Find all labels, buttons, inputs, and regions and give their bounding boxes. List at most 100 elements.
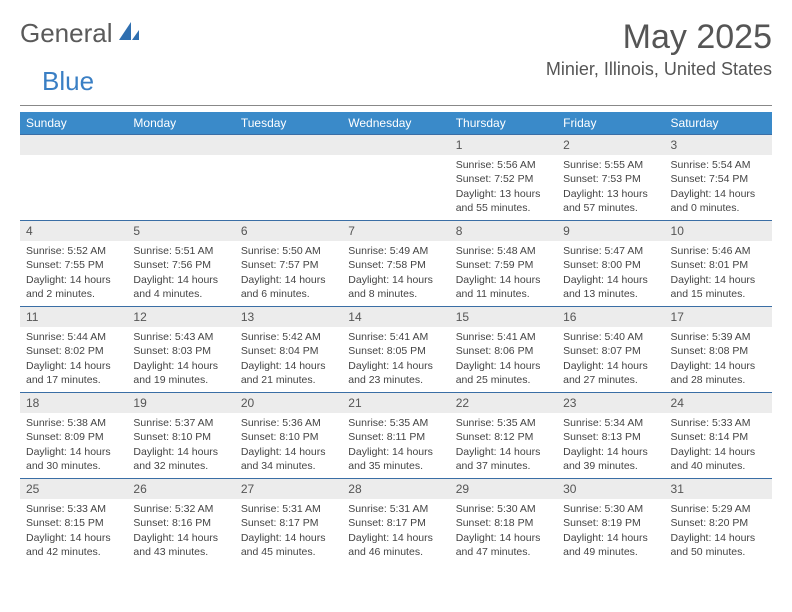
sunrise-text: Sunrise: 5:41 AM — [348, 330, 443, 344]
daylight-text: Daylight: 14 hours and 23 minutes. — [348, 359, 443, 387]
calendar-cell — [20, 135, 127, 221]
cell-body: Sunrise: 5:41 AMSunset: 8:06 PMDaylight:… — [450, 327, 557, 390]
day-number: 5 — [127, 221, 234, 241]
sail-icon — [117, 18, 141, 49]
calendar-cell: 29Sunrise: 5:30 AMSunset: 8:18 PMDayligh… — [450, 479, 557, 565]
cell-body: Sunrise: 5:38 AMSunset: 8:09 PMDaylight:… — [20, 413, 127, 476]
cell-body: Sunrise: 5:48 AMSunset: 7:59 PMDaylight:… — [450, 241, 557, 304]
sunset-text: Sunset: 7:54 PM — [671, 172, 766, 186]
calendar-cell — [235, 135, 342, 221]
weekday-header: Thursday — [450, 112, 557, 135]
sunset-text: Sunset: 7:56 PM — [133, 258, 228, 272]
day-number-empty — [235, 135, 342, 155]
day-number: 11 — [20, 307, 127, 327]
day-number: 12 — [127, 307, 234, 327]
calendar-cell: 3Sunrise: 5:54 AMSunset: 7:54 PMDaylight… — [665, 135, 772, 221]
calendar-cell: 18Sunrise: 5:38 AMSunset: 8:09 PMDayligh… — [20, 393, 127, 479]
daylight-text: Daylight: 14 hours and 0 minutes. — [671, 187, 766, 215]
cell-body: Sunrise: 5:35 AMSunset: 8:11 PMDaylight:… — [342, 413, 449, 476]
sunrise-text: Sunrise: 5:35 AM — [456, 416, 551, 430]
daylight-text: Daylight: 14 hours and 6 minutes. — [241, 273, 336, 301]
cell-body: Sunrise: 5:39 AMSunset: 8:08 PMDaylight:… — [665, 327, 772, 390]
cell-body: Sunrise: 5:49 AMSunset: 7:58 PMDaylight:… — [342, 241, 449, 304]
sunset-text: Sunset: 8:14 PM — [671, 430, 766, 444]
sunset-text: Sunset: 7:58 PM — [348, 258, 443, 272]
sunrise-text: Sunrise: 5:39 AM — [671, 330, 766, 344]
sunrise-text: Sunrise: 5:31 AM — [348, 502, 443, 516]
calendar-cell: 4Sunrise: 5:52 AMSunset: 7:55 PMDaylight… — [20, 221, 127, 307]
cell-body: Sunrise: 5:46 AMSunset: 8:01 PMDaylight:… — [665, 241, 772, 304]
weekday-header: Tuesday — [235, 112, 342, 135]
title-block: May 2025 Minier, Illinois, United States — [546, 18, 772, 80]
daylight-text: Daylight: 14 hours and 50 minutes. — [671, 531, 766, 559]
daylight-text: Daylight: 14 hours and 17 minutes. — [26, 359, 121, 387]
calendar-row: 4Sunrise: 5:52 AMSunset: 7:55 PMDaylight… — [20, 221, 772, 307]
calendar-row: 11Sunrise: 5:44 AMSunset: 8:02 PMDayligh… — [20, 307, 772, 393]
sunrise-text: Sunrise: 5:50 AM — [241, 244, 336, 258]
sunrise-text: Sunrise: 5:33 AM — [671, 416, 766, 430]
weekday-header: Wednesday — [342, 112, 449, 135]
day-number: 23 — [557, 393, 664, 413]
calendar-row: 25Sunrise: 5:33 AMSunset: 8:15 PMDayligh… — [20, 479, 772, 565]
daylight-text: Daylight: 14 hours and 34 minutes. — [241, 445, 336, 473]
sunrise-text: Sunrise: 5:42 AM — [241, 330, 336, 344]
day-number: 16 — [557, 307, 664, 327]
sunset-text: Sunset: 7:52 PM — [456, 172, 551, 186]
daylight-text: Daylight: 14 hours and 15 minutes. — [671, 273, 766, 301]
daylight-text: Daylight: 14 hours and 25 minutes. — [456, 359, 551, 387]
daylight-text: Daylight: 14 hours and 43 minutes. — [133, 531, 228, 559]
calendar-cell: 30Sunrise: 5:30 AMSunset: 8:19 PMDayligh… — [557, 479, 664, 565]
daylight-text: Daylight: 14 hours and 21 minutes. — [241, 359, 336, 387]
sunset-text: Sunset: 7:57 PM — [241, 258, 336, 272]
cell-body: Sunrise: 5:35 AMSunset: 8:12 PMDaylight:… — [450, 413, 557, 476]
sunrise-text: Sunrise: 5:47 AM — [563, 244, 658, 258]
calendar-cell: 15Sunrise: 5:41 AMSunset: 8:06 PMDayligh… — [450, 307, 557, 393]
cell-body: Sunrise: 5:43 AMSunset: 8:03 PMDaylight:… — [127, 327, 234, 390]
sunrise-text: Sunrise: 5:29 AM — [671, 502, 766, 516]
sunset-text: Sunset: 7:59 PM — [456, 258, 551, 272]
day-number: 4 — [20, 221, 127, 241]
calendar-row: 18Sunrise: 5:38 AMSunset: 8:09 PMDayligh… — [20, 393, 772, 479]
sunset-text: Sunset: 8:15 PM — [26, 516, 121, 530]
cell-body: Sunrise: 5:54 AMSunset: 7:54 PMDaylight:… — [665, 155, 772, 218]
day-number: 6 — [235, 221, 342, 241]
calendar-cell — [342, 135, 449, 221]
day-number: 20 — [235, 393, 342, 413]
sunset-text: Sunset: 8:13 PM — [563, 430, 658, 444]
sunset-text: Sunset: 8:00 PM — [563, 258, 658, 272]
cell-body: Sunrise: 5:37 AMSunset: 8:10 PMDaylight:… — [127, 413, 234, 476]
daylight-text: Daylight: 14 hours and 40 minutes. — [671, 445, 766, 473]
calendar-cell: 23Sunrise: 5:34 AMSunset: 8:13 PMDayligh… — [557, 393, 664, 479]
day-number: 8 — [450, 221, 557, 241]
sunset-text: Sunset: 8:10 PM — [241, 430, 336, 444]
cell-body: Sunrise: 5:51 AMSunset: 7:56 PMDaylight:… — [127, 241, 234, 304]
sunset-text: Sunset: 7:53 PM — [563, 172, 658, 186]
sunrise-text: Sunrise: 5:31 AM — [241, 502, 336, 516]
calendar-cell: 10Sunrise: 5:46 AMSunset: 8:01 PMDayligh… — [665, 221, 772, 307]
day-number-empty — [127, 135, 234, 155]
sunset-text: Sunset: 8:04 PM — [241, 344, 336, 358]
daylight-text: Daylight: 14 hours and 32 minutes. — [133, 445, 228, 473]
divider — [20, 105, 772, 106]
sunset-text: Sunset: 8:09 PM — [26, 430, 121, 444]
day-number: 27 — [235, 479, 342, 499]
sunrise-text: Sunrise: 5:30 AM — [563, 502, 658, 516]
daylight-text: Daylight: 14 hours and 45 minutes. — [241, 531, 336, 559]
calendar-cell: 8Sunrise: 5:48 AMSunset: 7:59 PMDaylight… — [450, 221, 557, 307]
daylight-text: Daylight: 13 hours and 55 minutes. — [456, 187, 551, 215]
calendar-cell: 20Sunrise: 5:36 AMSunset: 8:10 PMDayligh… — [235, 393, 342, 479]
sunrise-text: Sunrise: 5:33 AM — [26, 502, 121, 516]
cell-body: Sunrise: 5:47 AMSunset: 8:00 PMDaylight:… — [557, 241, 664, 304]
day-number-empty — [342, 135, 449, 155]
month-title: May 2025 — [546, 18, 772, 57]
calendar-cell: 28Sunrise: 5:31 AMSunset: 8:17 PMDayligh… — [342, 479, 449, 565]
sunset-text: Sunset: 8:02 PM — [26, 344, 121, 358]
calendar-cell: 11Sunrise: 5:44 AMSunset: 8:02 PMDayligh… — [20, 307, 127, 393]
daylight-text: Daylight: 14 hours and 2 minutes. — [26, 273, 121, 301]
day-number: 2 — [557, 135, 664, 155]
day-number: 10 — [665, 221, 772, 241]
cell-body: Sunrise: 5:56 AMSunset: 7:52 PMDaylight:… — [450, 155, 557, 218]
daylight-text: Daylight: 14 hours and 28 minutes. — [671, 359, 766, 387]
calendar-cell: 12Sunrise: 5:43 AMSunset: 8:03 PMDayligh… — [127, 307, 234, 393]
weekday-header: Friday — [557, 112, 664, 135]
